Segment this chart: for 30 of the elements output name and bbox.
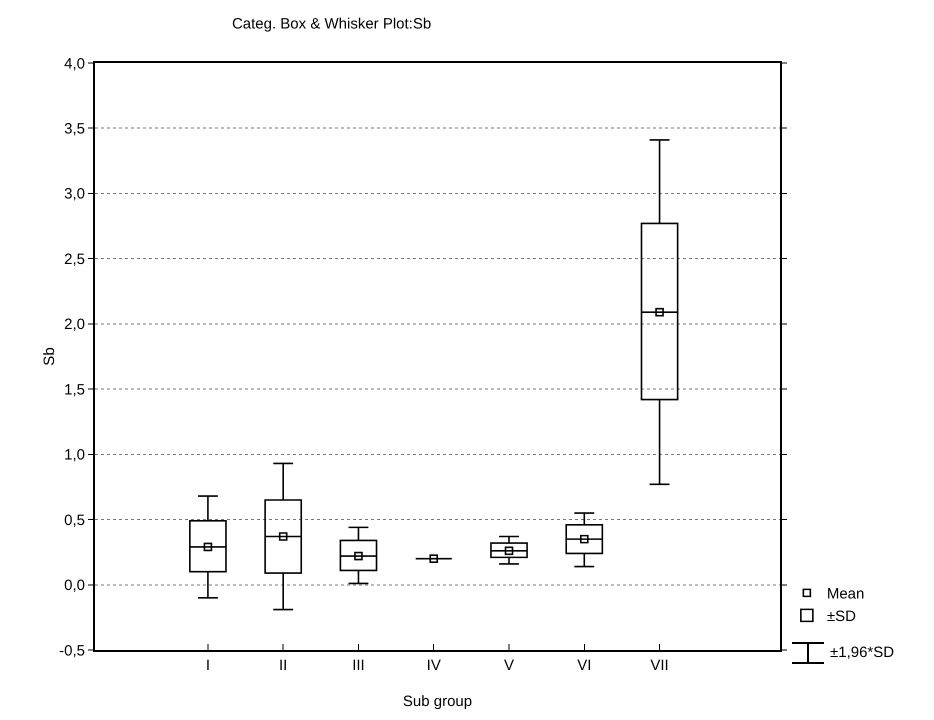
legend-label: ±SD — [826, 608, 856, 626]
x-tick-label: II — [279, 657, 288, 674]
chart-title: Categ. Box & Whisker Plot:Sb — [232, 16, 432, 32]
x-tick-label: V — [504, 657, 514, 674]
x-tick-label: VI — [577, 657, 592, 674]
x-axis-title: Sub group — [402, 693, 472, 710]
y-axis-title: Sb — [41, 347, 58, 366]
x-tick-label: I — [206, 657, 210, 674]
point — [354, 552, 363, 560]
x-tick-label: III — [352, 657, 365, 674]
y-tick-label: 4,0 — [64, 55, 85, 72]
point — [278, 532, 288, 541]
y-tick-label: 3,5 — [64, 120, 85, 138]
legend-label: Mean — [826, 586, 864, 603]
text: ±1,96*SD — [830, 644, 894, 661]
point — [655, 308, 664, 316]
y-tick-label: 1,5 — [64, 381, 85, 398]
y-tick-label: 2,0 — [64, 316, 85, 334]
y-tick-label: 2,5 — [64, 250, 85, 268]
x-tick-label: IV — [426, 657, 441, 674]
y-tick-label: 0,0 — [64, 577, 85, 594]
y-tick-label: 1,0 — [64, 446, 85, 464]
y-tick-label: 3,0 — [64, 186, 85, 203]
point — [504, 546, 514, 556]
point — [429, 554, 438, 563]
y-tick-label: 0,5 — [64, 512, 85, 529]
point — [580, 534, 589, 544]
x-tick-label: VII — [650, 657, 669, 674]
y-tick-label: -0,5 — [59, 642, 85, 660]
point — [204, 542, 212, 552]
